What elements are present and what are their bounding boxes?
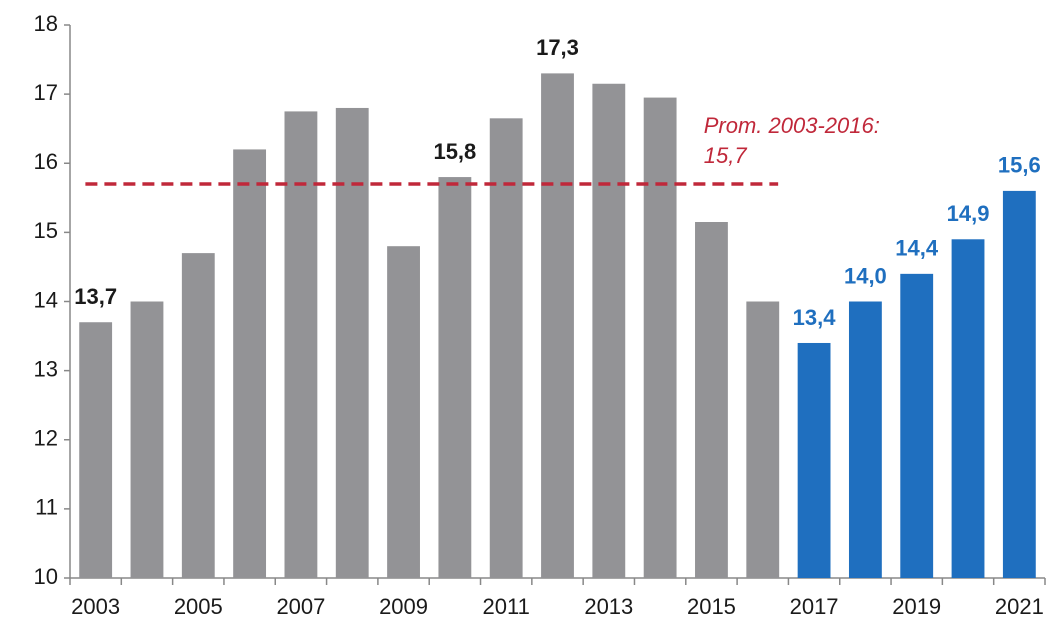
x-tick-label: 2009	[379, 594, 428, 619]
bar	[797, 342, 831, 578]
data-label: 14,0	[844, 263, 887, 288]
x-tick-label: 2011	[483, 594, 530, 619]
data-label: 17,3	[536, 35, 579, 60]
bar	[592, 83, 626, 578]
data-label: 14,9	[947, 201, 990, 226]
data-label: 14,4	[895, 236, 939, 261]
bar	[1002, 190, 1036, 578]
reference-value-label: 15,7	[704, 143, 748, 168]
bar	[746, 301, 780, 578]
y-tick-label: 15	[34, 218, 58, 243]
bar	[643, 97, 677, 579]
x-tick-label: 2019	[892, 594, 941, 619]
y-tick-label: 10	[34, 564, 58, 589]
bar	[848, 301, 882, 578]
bar	[900, 273, 934, 578]
bar	[541, 73, 574, 578]
bar	[79, 322, 113, 578]
x-tick-label: 2007	[276, 594, 325, 619]
y-tick-label: 11	[35, 495, 58, 520]
bar	[695, 222, 728, 578]
y-tick-label: 14	[34, 287, 58, 312]
x-tick-label: 2013	[584, 594, 633, 619]
y-tick-label: 18	[34, 11, 58, 36]
bar	[951, 239, 985, 578]
bar	[489, 118, 523, 578]
y-tick-label: 16	[34, 149, 58, 174]
data-label: 13,4	[793, 305, 837, 330]
x-tick-label: 2017	[790, 594, 839, 619]
x-tick-label: 2005	[174, 594, 223, 619]
y-tick-label: 17	[34, 80, 58, 105]
x-tick-label: 2015	[687, 594, 736, 619]
bar	[130, 301, 164, 578]
data-label: 13,7	[74, 284, 117, 309]
x-tick-label: 2021	[995, 594, 1044, 619]
bar	[284, 111, 318, 578]
x-tick-label: 2003	[71, 594, 120, 619]
data-label: 15,6	[998, 153, 1041, 178]
y-tick-label: 12	[34, 426, 58, 451]
bar	[181, 253, 215, 579]
bar	[438, 177, 472, 578]
data-label: 15,8	[433, 139, 476, 164]
bar	[335, 107, 369, 578]
bar	[233, 149, 267, 579]
y-tick-label: 13	[34, 356, 58, 381]
bar	[387, 246, 420, 578]
reference-label: Prom. 2003-2016:	[704, 113, 880, 138]
